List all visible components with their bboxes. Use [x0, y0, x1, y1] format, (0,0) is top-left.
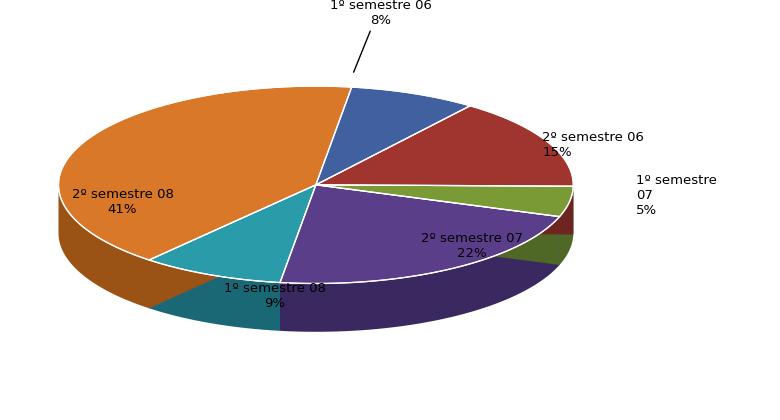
- Text: 1º semestre 08
9%: 1º semestre 08 9%: [224, 282, 325, 310]
- Polygon shape: [149, 185, 316, 283]
- Polygon shape: [316, 185, 573, 217]
- Polygon shape: [149, 185, 316, 308]
- Text: 2º semestre 07
22%: 2º semestre 07 22%: [421, 232, 523, 260]
- Polygon shape: [316, 185, 559, 265]
- Polygon shape: [149, 185, 316, 308]
- Text: 2º semestre 06
15%: 2º semestre 06 15%: [542, 131, 644, 159]
- Polygon shape: [149, 260, 280, 331]
- Polygon shape: [316, 106, 573, 186]
- Polygon shape: [316, 185, 559, 265]
- Polygon shape: [316, 185, 573, 234]
- Polygon shape: [316, 185, 573, 234]
- Polygon shape: [316, 87, 470, 185]
- Text: 1º semestre
07
5%: 1º semestre 07 5%: [636, 174, 717, 217]
- Polygon shape: [58, 86, 352, 260]
- Text: 1º semestre 06
8%: 1º semestre 06 8%: [330, 0, 431, 27]
- Polygon shape: [559, 186, 573, 265]
- Polygon shape: [280, 217, 559, 332]
- Text: 2º semestre 08
41%: 2º semestre 08 41%: [72, 189, 173, 216]
- Polygon shape: [280, 185, 316, 331]
- Polygon shape: [280, 185, 559, 284]
- Polygon shape: [280, 185, 316, 331]
- Polygon shape: [58, 185, 149, 308]
